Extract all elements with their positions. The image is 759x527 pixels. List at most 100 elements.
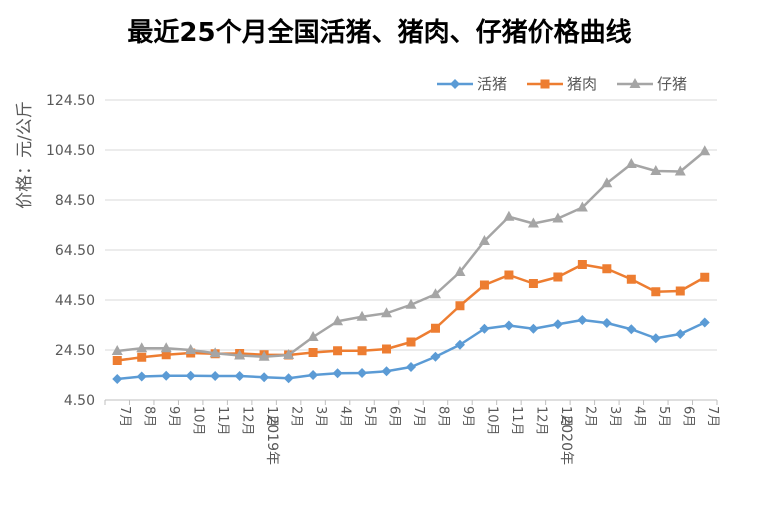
data-point bbox=[675, 286, 685, 296]
data-point bbox=[527, 217, 539, 228]
x-tick-label: 4月 bbox=[338, 406, 353, 427]
data-point bbox=[283, 349, 295, 359]
data-point bbox=[429, 288, 441, 299]
data-point bbox=[111, 345, 123, 355]
data-point bbox=[552, 319, 563, 330]
x-tick-label: 1月 bbox=[558, 406, 573, 427]
series-活猪 bbox=[112, 315, 710, 384]
x-tick-label: 12月 bbox=[240, 406, 255, 436]
x-tick-label: 7月 bbox=[705, 406, 720, 427]
data-point bbox=[258, 350, 270, 361]
x-tick-label: 5月 bbox=[362, 406, 377, 427]
data-point bbox=[455, 301, 465, 311]
data-point bbox=[450, 79, 460, 89]
x-tick-label: 9月 bbox=[166, 406, 181, 427]
data-point bbox=[540, 79, 550, 89]
data-point bbox=[210, 371, 221, 381]
data-point bbox=[577, 260, 587, 269]
data-point bbox=[185, 344, 197, 354]
data-point bbox=[259, 372, 270, 383]
data-point bbox=[650, 333, 661, 344]
data-point bbox=[357, 368, 368, 378]
legend-label: 仔猪 bbox=[657, 75, 687, 93]
x-tick-label: 8月 bbox=[435, 406, 450, 427]
data-point bbox=[136, 342, 148, 353]
data-point bbox=[503, 320, 514, 331]
y-axis-label: 价格：元/公斤 bbox=[15, 101, 35, 209]
data-point bbox=[504, 270, 514, 280]
gridlines bbox=[105, 99, 717, 351]
data-point bbox=[381, 366, 392, 377]
x-tick-label: 10月 bbox=[484, 406, 499, 436]
data-point bbox=[700, 272, 710, 282]
data-point bbox=[503, 210, 515, 221]
x-tick-label: 3月 bbox=[607, 406, 622, 427]
y-tick-label: 84.50 bbox=[55, 193, 95, 209]
data-point bbox=[136, 371, 147, 382]
data-point bbox=[332, 368, 343, 379]
data-point bbox=[137, 352, 147, 362]
data-point bbox=[406, 362, 416, 372]
data-point bbox=[161, 370, 172, 381]
data-point bbox=[478, 235, 490, 245]
series-仔猪 bbox=[111, 145, 711, 361]
x-tick-label: 11月 bbox=[509, 406, 524, 436]
x-tick-label: 12月 bbox=[533, 406, 548, 436]
data-point bbox=[333, 346, 343, 356]
y-tick-label: 44.50 bbox=[55, 293, 95, 309]
y-tick-label: 104.50 bbox=[46, 143, 95, 159]
legend-label: 活猪 bbox=[477, 75, 507, 93]
data-point bbox=[357, 346, 367, 356]
data-point bbox=[430, 351, 441, 362]
data-point bbox=[234, 349, 246, 360]
x-tick-label: 2月 bbox=[289, 406, 304, 427]
x-tick-label: 7月 bbox=[117, 406, 132, 427]
data-point bbox=[552, 212, 564, 223]
x-tick-label: 6月 bbox=[387, 406, 402, 427]
data-point bbox=[479, 323, 490, 334]
data-point bbox=[699, 317, 710, 328]
chart-title: 最近25个月全国活猪、猪肉、仔猪价格曲线 bbox=[127, 18, 632, 48]
x-tick-label: 8月 bbox=[142, 406, 157, 427]
data-point bbox=[234, 371, 245, 381]
data-point bbox=[308, 370, 319, 380]
data-point bbox=[454, 266, 466, 276]
series-猪肉 bbox=[112, 260, 710, 365]
data-point bbox=[650, 165, 662, 175]
x-tick-label: 6月 bbox=[680, 406, 695, 427]
x-tick-label: 9月 bbox=[460, 406, 475, 427]
x-axis bbox=[104, 399, 718, 405]
legend: 活猪 猪肉 仔猪 bbox=[437, 75, 687, 93]
year-label: 2020年 bbox=[558, 415, 574, 465]
data-point bbox=[674, 165, 686, 176]
data-point bbox=[553, 272, 563, 282]
data-point bbox=[699, 145, 711, 156]
x-tick-label: 5月 bbox=[656, 406, 671, 427]
data-point bbox=[430, 323, 440, 333]
data-point bbox=[307, 331, 319, 341]
data-point bbox=[602, 264, 612, 274]
data-point bbox=[651, 287, 661, 297]
data-point bbox=[161, 350, 171, 360]
data-point bbox=[601, 177, 613, 188]
y-axis-ticks: 4.50 24.50 44.50 64.50 84.50 104.50 124.50 bbox=[46, 93, 95, 409]
x-tick-label: 10月 bbox=[191, 406, 206, 436]
y-tick-label: 124.50 bbox=[46, 93, 95, 109]
data-point bbox=[112, 374, 123, 384]
x-tick-label: 7月 bbox=[411, 406, 426, 427]
x-tick-label: 1月 bbox=[264, 406, 279, 427]
x-tick-label: 2月 bbox=[582, 406, 597, 427]
data-point bbox=[454, 339, 465, 350]
data-point bbox=[406, 337, 416, 347]
data-point bbox=[479, 280, 489, 290]
y-tick-label: 4.50 bbox=[64, 393, 95, 409]
data-point bbox=[308, 348, 318, 357]
data-point bbox=[382, 344, 392, 354]
data-point bbox=[356, 310, 368, 321]
year-label: 2019年 bbox=[264, 415, 280, 465]
data-point bbox=[112, 356, 122, 365]
data-point bbox=[160, 342, 172, 353]
x-tick-label: 3月 bbox=[313, 406, 328, 427]
data-point bbox=[626, 274, 636, 284]
